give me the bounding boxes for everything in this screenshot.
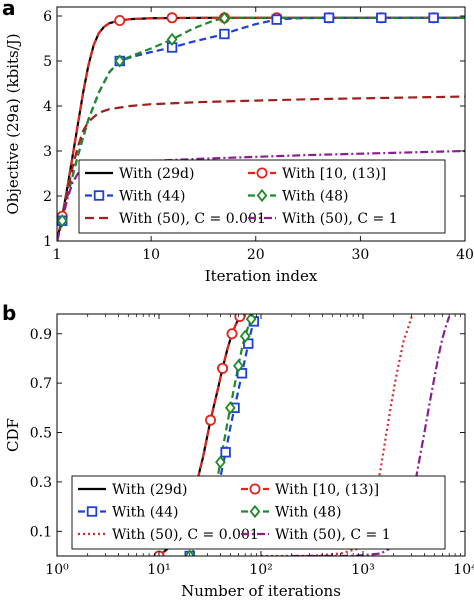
series-3-point-5: [245, 314, 257, 326]
plot-area: [57, 11, 465, 241]
x-tick-label: 10²: [249, 562, 272, 578]
series-line-4: [57, 95, 465, 241]
series-2-point-1: [220, 447, 231, 458]
y-tick-label: 0.3: [30, 475, 52, 491]
plot-frame: [56, 6, 466, 242]
y-tick-label: 2: [43, 189, 52, 205]
y-tick-label: 0.5: [30, 426, 52, 442]
series-2-point-3: [236, 368, 248, 379]
y-tick-label: 4: [43, 99, 52, 115]
series-3-point-3: [233, 359, 244, 373]
axis-ticks: 1 10 20 30 40 1 2 3 4 5 6: [43, 7, 474, 263]
series-1-point-3: [226, 328, 238, 340]
series-2-point-3: [219, 28, 230, 40]
series-line-2: [188, 321, 255, 556]
series-1-point-2: [217, 362, 229, 374]
series-line-2: [57, 16, 465, 241]
legend-entry: With [10, (13)]: [282, 166, 386, 182]
x-tick-label: 1: [53, 247, 62, 263]
series-1-point-1: [114, 14, 126, 26]
series-2-point-4: [271, 14, 282, 25]
series-3-point-1: [114, 54, 126, 68]
x-axis-label: Number of iterations: [181, 582, 341, 600]
series-3-point-2: [166, 32, 178, 47]
series-line-3: [57, 16, 465, 241]
panel-a: 1 10 20 30 40 1 2 3 4 5 6 Iteration index Objective …: [2, 0, 474, 285]
series-1-point-1: [205, 414, 217, 426]
legend-entry: With (50), C = 1: [282, 211, 398, 227]
legend-entry: With (48): [275, 505, 341, 521]
legend-marker-3: [256, 188, 268, 203]
y-axis-label: CDF: [4, 418, 22, 452]
series-1-point-4: [234, 314, 246, 322]
plot-area: [153, 314, 451, 556]
y-tick-label: 6: [43, 9, 52, 25]
legend-entry: With (29d): [112, 482, 187, 498]
y-tick-label: 0.7: [30, 376, 52, 392]
legend-marker-3: [249, 504, 261, 519]
y-tick-label: 3: [43, 144, 52, 160]
legend: With (29d) With [10, (13)] With (44) With (…: [71, 475, 446, 550]
legend: With (29d) With [10, (13)] With (44) With (…: [78, 159, 446, 234]
legend-entry: With [10, (13)]: [275, 482, 379, 498]
legend-entry: With (29d): [119, 166, 194, 182]
panel-label: b: [2, 301, 16, 325]
series-3-point-2: [224, 401, 236, 415]
series-3-point-0: [57, 214, 68, 228]
panel-b: 10⁰ 10¹ 10² 10³ 10⁴ 0.1 0.3 0.5 0.7 0.9 Number of …: [2, 301, 474, 600]
legend-entry: With (50), C = 0.001: [119, 211, 266, 227]
x-tick-label: 10: [142, 247, 160, 263]
series-2-point-4: [243, 338, 254, 349]
x-tick-label: 10⁰: [45, 562, 69, 578]
series-3-point-1: [215, 455, 226, 469]
series-line-5: [57, 149, 465, 241]
axis-ticks: 10⁰ 10¹ 10² 10³ 10⁴ 0.1 0.3 0.5 0.7 0.9: [30, 314, 474, 578]
legend-marker-2: [93, 190, 105, 201]
series-line-4: [261, 316, 413, 556]
x-tick-label: 10³: [351, 562, 374, 578]
series-3-point-3: [219, 11, 230, 25]
y-tick-label: 1: [43, 234, 52, 250]
legend-entry: With (50), C = 1: [275, 527, 391, 543]
series-1-point-2: [166, 12, 178, 24]
y-tick-label: 5: [43, 54, 52, 70]
x-tick-label: 20: [247, 247, 265, 263]
panel-label: a: [2, 0, 16, 20]
legend-marker-1: [256, 167, 268, 179]
series-3-point-4: [239, 329, 251, 343]
x-axis-label: Iteration index: [205, 267, 318, 285]
legend-entry: With (44): [119, 189, 185, 205]
x-tick-label: 40: [456, 247, 474, 263]
x-tick-label: 10¹: [147, 562, 170, 578]
legend-entry: With (48): [282, 189, 348, 205]
series-line-5: [291, 316, 451, 556]
x-tick-label: 10⁴: [453, 562, 474, 578]
y-tick-label: 0.1: [30, 524, 52, 540]
x-tick-label: 30: [351, 247, 369, 263]
y-axis-label: Objective (29a) (kbits/J): [4, 33, 22, 214]
legend-entry: With (50), C = 0.001: [112, 527, 259, 543]
legend-entry: With (44): [112, 505, 178, 521]
legend-marker-1: [249, 483, 261, 495]
series-2-point-6: [376, 12, 387, 24]
series-2-point-5: [323, 12, 335, 24]
legend-marker-2: [86, 506, 98, 517]
y-tick-label: 0.9: [30, 327, 52, 343]
series-2-point-7: [428, 12, 439, 24]
